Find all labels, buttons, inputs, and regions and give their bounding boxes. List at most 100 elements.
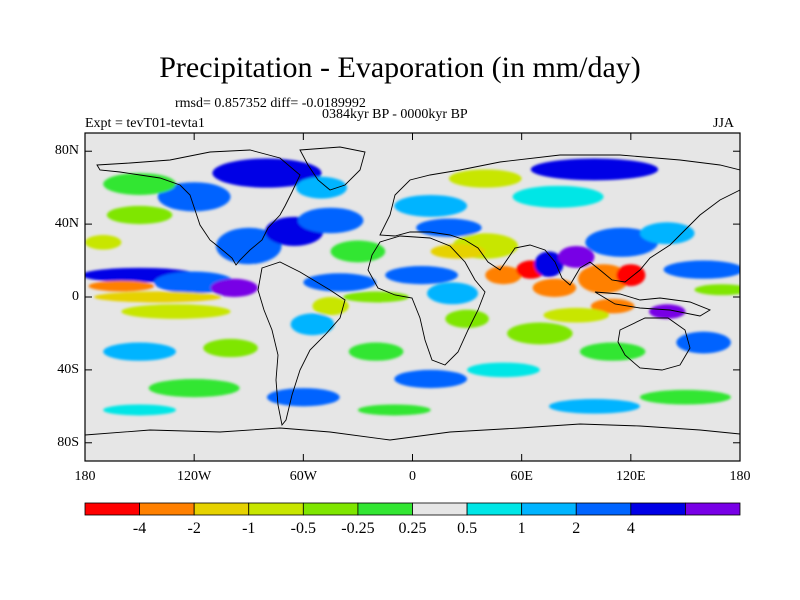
colorbar-swatch [521, 502, 577, 516]
colorbar-swatch [139, 502, 195, 516]
field-patch [85, 235, 122, 250]
coast-north-america [96, 149, 301, 266]
field-patch [106, 205, 173, 225]
lon-label: 180 [74, 469, 96, 484]
field-patch [578, 264, 630, 294]
lon-label: 0 [409, 469, 416, 484]
colorbar-label: 2 [572, 520, 581, 537]
lon-label: 120E [616, 469, 646, 484]
colorbar-label: -4 [132, 520, 147, 537]
lon-label: 60E [510, 469, 533, 484]
field-patch [103, 404, 176, 416]
field-patch [296, 176, 347, 199]
colorbar-swatch [630, 502, 686, 516]
field-patch [590, 298, 635, 314]
figure-title: Precipitation - Evaporation (in mm/day) [159, 51, 641, 84]
colorbar-label: -0.5 [290, 520, 316, 537]
field-patch [530, 158, 659, 181]
field-patch [290, 313, 335, 336]
colorbar-swatch [685, 502, 741, 516]
map-frame [84, 132, 741, 462]
field-patch [579, 342, 646, 361]
coast-africa [367, 235, 486, 366]
coast-australia [617, 317, 691, 371]
field-patch [303, 273, 377, 292]
colorbar-swatch [357, 502, 413, 516]
coast-antarctica [85, 423, 740, 441]
field-patch [103, 173, 176, 195]
colorbar-swatch [466, 502, 523, 516]
colorbar-swatch [412, 502, 468, 516]
colorbar-label: -0.25 [341, 520, 375, 537]
lat-label: 80S [57, 434, 79, 450]
colorbar-swatch [193, 502, 250, 516]
field-patch [103, 342, 176, 361]
field-patch [266, 388, 340, 407]
lon-label: 120W [177, 469, 212, 484]
field-patch [676, 331, 731, 354]
stats-label: rmsd= 0.857352 diff= -0.0189992 [175, 96, 366, 111]
coastlines [85, 146, 740, 441]
field-patch [394, 369, 468, 389]
colorbar-label: 1 [517, 520, 526, 537]
field-patch [394, 194, 468, 217]
colorbar-label: 4 [626, 520, 635, 537]
field-patch [430, 244, 486, 259]
coast-greenland [299, 146, 366, 191]
field-patch [312, 297, 349, 316]
lon-label: 180 [729, 469, 751, 484]
field-patch [94, 291, 222, 303]
lat-label: 0 [72, 289, 79, 304]
field-patch [330, 240, 386, 263]
colorbar-label: -1 [242, 520, 256, 537]
colorbar-label: -2 [187, 520, 201, 537]
field-patch [343, 291, 409, 303]
field-patch [548, 399, 640, 414]
field-patch [216, 227, 282, 265]
field-patch [297, 207, 364, 234]
field-patch [512, 185, 604, 208]
field-patch [543, 307, 609, 323]
coast-south-america [257, 261, 346, 427]
field-patch [467, 362, 540, 378]
field-patch [448, 169, 522, 188]
field-patch [585, 227, 659, 257]
field-patch [616, 264, 646, 287]
field-patch [427, 282, 478, 305]
colorbar-label: 0.25 [398, 520, 427, 537]
field-patch [639, 389, 731, 405]
field-patch [212, 158, 322, 188]
period-label: 0384kyr BP - 0000kyr BP [322, 107, 468, 122]
field-patch [485, 266, 522, 285]
colorbar-swatch [248, 502, 304, 516]
experiment-label: Expt = tevT01-tevta1 [85, 116, 205, 131]
colorbar-swatch [302, 502, 359, 516]
season-label: JJA [713, 116, 735, 131]
lat-label: 40N [54, 216, 79, 232]
field-patch [157, 182, 231, 212]
field-patch [148, 379, 240, 398]
field-patch [534, 251, 564, 277]
colorbar-swatch [575, 502, 632, 516]
field-patch [649, 304, 686, 319]
colorbar-swatch [84, 502, 140, 516]
lat-label: 40S [57, 361, 79, 377]
field-patch [88, 280, 155, 292]
field-patch [385, 266, 458, 285]
field-patch [558, 245, 595, 268]
field-patch [210, 278, 258, 297]
field-patch [639, 222, 695, 245]
field-patch [694, 284, 740, 296]
coast-indonesia [594, 291, 712, 317]
field-patch [203, 338, 258, 358]
lat-label: 80N [54, 143, 79, 159]
colorbar-label: 0.5 [457, 520, 478, 537]
field-patch [445, 309, 489, 328]
field-patch [663, 260, 740, 279]
lon-label: 60W [289, 469, 317, 484]
field-patch [532, 278, 577, 297]
pe-field [85, 158, 740, 416]
field-patch [348, 342, 404, 361]
field-patch [357, 404, 431, 416]
colorbar [84, 502, 741, 516]
